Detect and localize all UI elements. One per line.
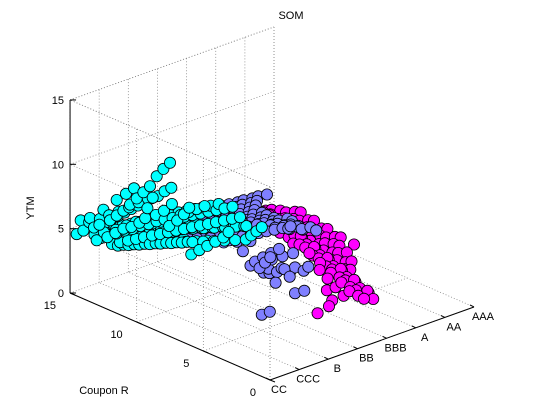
- x-tick-mark: [440, 314, 446, 318]
- data-point-series-1: [150, 170, 163, 183]
- y-axis-title: Coupon R: [79, 385, 129, 397]
- x-axis-line: [269, 306, 475, 381]
- data-point-series-3: [311, 307, 324, 320]
- chart-title: SOM: [278, 10, 303, 22]
- data-point-series-2: [260, 188, 273, 201]
- z-grid-line: [69, 99, 271, 188]
- data-point-series-3: [321, 272, 334, 285]
- z-tick-label: 0: [58, 288, 64, 300]
- x-grid-line: [157, 261, 358, 350]
- data-point-series-1: [233, 211, 246, 224]
- back-edge-line: [69, 99, 271, 188]
- y-tick-mark: [269, 379, 276, 383]
- data-point-series-2: [287, 247, 300, 260]
- data-point-series-2: [236, 245, 249, 258]
- y-tick-label: 15: [44, 300, 56, 312]
- x-tick-label: AA: [446, 321, 461, 333]
- x-tick-label: A: [421, 332, 429, 344]
- data-point-series-1: [157, 204, 170, 217]
- x-tick-label: BBB: [385, 342, 407, 354]
- x-tick-label: BB: [359, 353, 374, 365]
- data-point-series-1: [141, 202, 154, 215]
- data-point-series-1: [93, 218, 106, 231]
- x-tick-mark: [382, 335, 387, 339]
- data-point-series-1: [163, 156, 176, 169]
- x-tick-label: AAA: [472, 311, 495, 323]
- data-point-series-2: [310, 224, 323, 237]
- z-axis-title: YTM: [25, 196, 37, 219]
- data-point-series-1: [143, 180, 156, 193]
- x-tick-mark: [265, 377, 271, 381]
- data-point-series-1: [183, 201, 196, 214]
- x-grid-line: [186, 250, 387, 339]
- axis-layer: [69, 99, 475, 381]
- data-point-series-2: [302, 260, 315, 273]
- y-axis-line: [69, 292, 271, 381]
- x-tick-mark: [469, 304, 475, 308]
- x-tick-mark: [294, 367, 300, 371]
- data-point-series-1: [165, 197, 178, 210]
- data-point-series-3: [303, 247, 316, 260]
- data-point-series-2: [263, 305, 276, 318]
- data-point-series-1: [139, 212, 152, 225]
- y-tick-label: 10: [110, 329, 122, 341]
- y-tick-label: 5: [183, 358, 189, 370]
- data-point-series-3: [347, 238, 360, 251]
- data-point-series-2: [283, 270, 296, 283]
- back-edge-line: [69, 26, 275, 101]
- x-tick-label: CCC: [296, 374, 320, 386]
- z-grid-line: [69, 228, 271, 317]
- y-tick-label: 0: [250, 387, 256, 399]
- data-point-series-3: [357, 292, 370, 305]
- data-point-series-1: [240, 220, 253, 233]
- points-layer: [70, 156, 380, 321]
- data-point-series-1: [222, 225, 235, 238]
- z-tick-label: 10: [52, 159, 64, 171]
- x-grid-line: [99, 282, 300, 370]
- y-tick-mark: [203, 350, 209, 354]
- data-point-series-1: [110, 193, 123, 206]
- data-point-series-2: [273, 242, 286, 255]
- z-tick-label: 5: [58, 224, 64, 236]
- data-point-series-2: [284, 220, 297, 233]
- data-point-series-3: [322, 300, 335, 313]
- z-tick-label: 15: [52, 95, 64, 107]
- y-tick-mark: [69, 292, 76, 296]
- x-tick-mark: [411, 325, 416, 329]
- data-point-series-2: [264, 251, 277, 264]
- data-point-series-3: [313, 263, 326, 276]
- x-tick-label: B: [334, 363, 341, 375]
- x-grid-line: [273, 219, 475, 308]
- data-point-series-1: [226, 200, 239, 213]
- z-grid-line: [69, 90, 275, 165]
- x-tick-mark: [353, 346, 358, 350]
- x-tick-label: CC: [271, 384, 287, 396]
- data-point-series-2: [298, 284, 311, 297]
- x-grid-line: [215, 240, 416, 329]
- x-tick-mark: [324, 356, 329, 360]
- data-point-series-2: [269, 276, 282, 289]
- y-tick-mark: [136, 321, 142, 325]
- data-point-series-1: [146, 191, 159, 204]
- data-point-series-1: [198, 200, 211, 213]
- data-point-series-1: [255, 221, 268, 234]
- x-grid-line: [244, 230, 445, 318]
- x-grid-line: [128, 271, 329, 360]
- data-point-series-1: [165, 181, 178, 194]
